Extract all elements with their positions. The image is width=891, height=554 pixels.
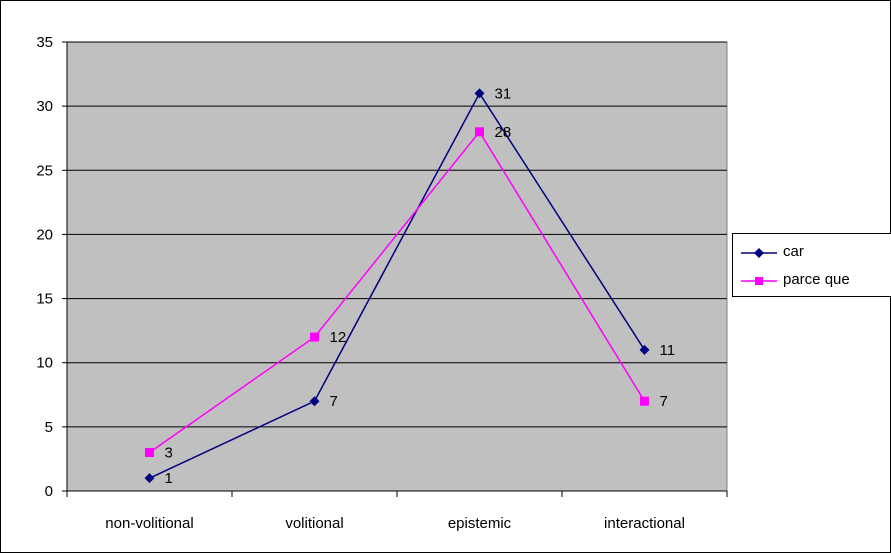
legend-marker-parce-que bbox=[741, 277, 777, 285]
data-label-parce-que-1: 12 bbox=[330, 329, 347, 346]
series-line-car bbox=[149, 91, 646, 479]
data-label-car-2: 31 bbox=[495, 85, 512, 102]
x-tick-label-volitional: volitional bbox=[285, 515, 343, 532]
point-car-0 bbox=[144, 473, 155, 484]
gridlines bbox=[67, 41, 727, 428]
x-tick-label-non-volitional: non-volitional bbox=[105, 515, 193, 532]
plot-area bbox=[66, 41, 728, 492]
point-parce-que-1 bbox=[310, 332, 319, 342]
data-label-car-3: 11 bbox=[660, 342, 676, 359]
legend-label-parce-que: parce que bbox=[783, 271, 850, 288]
series-layer bbox=[144, 88, 650, 484]
point-parce-que-0 bbox=[145, 448, 154, 458]
data-label-car-0: 1 bbox=[165, 470, 173, 487]
legend-marker-car bbox=[741, 248, 777, 258]
axes: 0 5 10 15 20 25 30 35 non-volitional volitional ep… bbox=[36, 34, 728, 532]
legend-label-car: car bbox=[783, 243, 804, 260]
y-tick-label-10: 10 bbox=[36, 355, 53, 372]
data-label-parce-que-2: 28 bbox=[495, 124, 512, 141]
point-parce-que-2 bbox=[475, 127, 484, 137]
legend: car parce que bbox=[732, 233, 891, 297]
data-labels: 1 7 31 11 3 12 28 7 bbox=[165, 85, 676, 487]
y-tick-label-0: 0 bbox=[45, 483, 53, 500]
legend-item-car: car bbox=[739, 242, 891, 262]
y-tick-label-25: 25 bbox=[36, 162, 53, 179]
data-label-car-1: 7 bbox=[330, 393, 338, 410]
point-car-1 bbox=[309, 396, 320, 407]
point-car-2 bbox=[474, 88, 485, 99]
point-car-3 bbox=[639, 344, 650, 355]
data-label-parce-que-0: 3 bbox=[165, 445, 173, 462]
data-label-parce-que-3: 7 bbox=[660, 393, 668, 410]
series-line-parce-que bbox=[149, 130, 646, 454]
y-tick-label-30: 30 bbox=[36, 98, 53, 115]
y-tick-label-20: 20 bbox=[36, 226, 53, 243]
y-tick-label-15: 15 bbox=[36, 291, 53, 308]
legend-item-parce-que: parce que bbox=[739, 270, 891, 290]
y-tick-label-5: 5 bbox=[45, 419, 53, 436]
point-parce-que-3 bbox=[640, 396, 649, 406]
x-tick-label-epistemic: epistemic bbox=[448, 515, 512, 532]
x-tick-label-interactional: interactional bbox=[604, 515, 685, 532]
y-tick-label-35: 35 bbox=[36, 34, 53, 51]
